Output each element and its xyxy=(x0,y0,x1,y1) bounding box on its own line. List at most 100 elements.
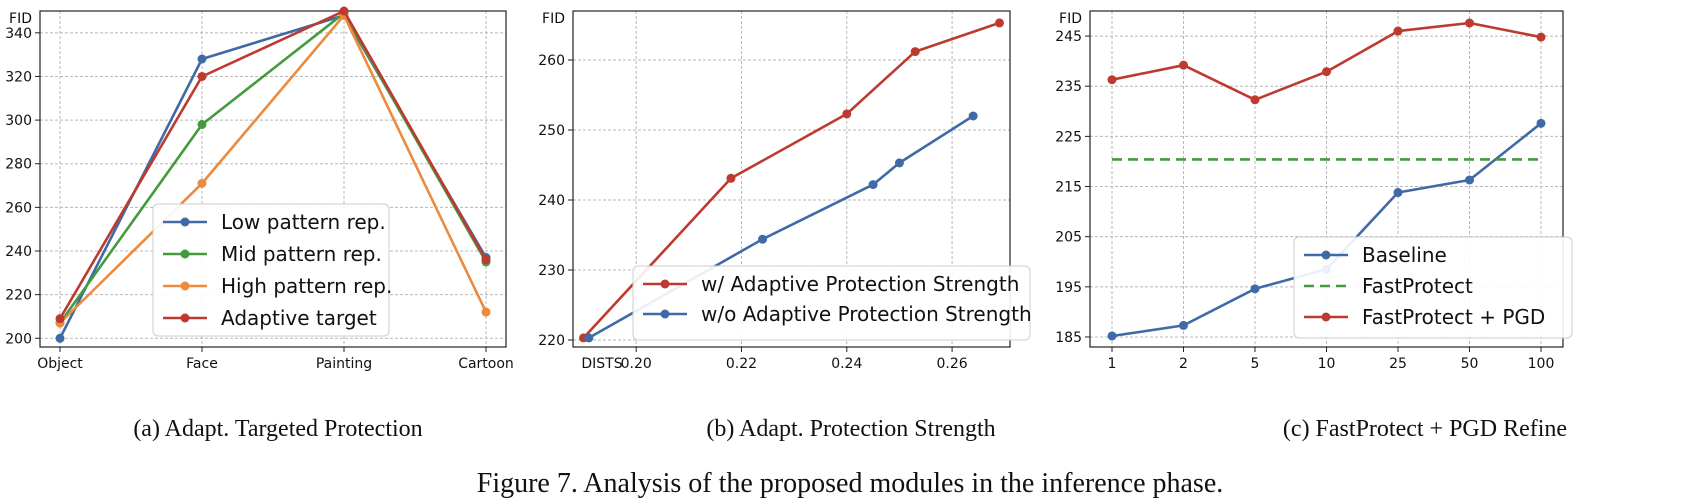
data-point-baseline xyxy=(1536,118,1546,128)
data-point-low-pattern-rep xyxy=(55,333,65,343)
y-tick-label: 215 xyxy=(1055,180,1082,196)
data-point-baseline xyxy=(1179,320,1188,330)
data-point-fastprotect-pgd xyxy=(1465,18,1474,28)
legend-label-low-pattern-rep: Low pattern rep. xyxy=(221,210,386,234)
figure-caption: Figure 7. Analysis of the proposed modul… xyxy=(477,468,1224,499)
data-point-fastprotect-pgd xyxy=(1322,67,1331,77)
x-tick-label: 100 xyxy=(1528,356,1555,372)
chart-panel-c: 1 2 5 10 25 50 100185195205215225235245FIDBase… xyxy=(1055,10,1573,372)
data-point-adaptive-target xyxy=(55,314,65,324)
y-tick-label: 195 xyxy=(1055,280,1082,296)
legend-box xyxy=(632,265,1031,341)
x-tick-label: 5 xyxy=(1251,356,1260,372)
y-tick-label: 220 xyxy=(538,333,565,349)
y-tick-label: 240 xyxy=(538,193,565,209)
x-tick-label: Painting xyxy=(316,356,372,372)
legend: Baseline FastProtect FastProtect + PGD xyxy=(1293,236,1573,339)
data-point-baseline xyxy=(1393,188,1403,198)
x-tick-label: 0.26 xyxy=(936,356,967,372)
y-tick-label: 260 xyxy=(538,53,565,69)
legend: w/ Adaptive Protection Strength w/o Adapt… xyxy=(632,265,1032,341)
y-tick-label: 225 xyxy=(1055,129,1082,145)
data-point-adaptive-target xyxy=(197,71,207,81)
y-tick-label: 340 xyxy=(5,26,32,42)
legend-label-w-adaptive-protection-strength: w/ Adaptive Protection Strength xyxy=(701,272,1019,296)
data-point-adaptive-target xyxy=(339,6,349,16)
data-point-baseline xyxy=(1465,175,1474,185)
y-tick-label: 300 xyxy=(5,113,32,129)
data-point-w-adaptive-protection-strength xyxy=(842,109,852,119)
y-tick-label: 230 xyxy=(538,263,565,279)
x-tick-label: Cartoon xyxy=(458,356,514,372)
x-tick-label: 2 xyxy=(1179,356,1188,372)
data-point-w-o-adaptive-protection-strength xyxy=(868,180,878,190)
data-point-baseline xyxy=(1107,331,1117,341)
caption-c: (c) FastProtect + PGD Refine xyxy=(1283,416,1567,442)
x-tick-label: 50 xyxy=(1461,356,1479,372)
caption-b: (b) Adapt. Protection Strength xyxy=(706,416,995,442)
chart-panel-b: 0.20 0.22 0.24 0.26 220 230 240 250 260 FID DISTS w… xyxy=(538,10,1032,372)
legend-box xyxy=(152,203,390,337)
data-point-mid-pattern-rep xyxy=(197,119,207,129)
data-point-w-o-adaptive-protection-strength xyxy=(968,111,978,121)
legend-marker-low-pattern-rep xyxy=(180,217,190,227)
x-tick-label: 1 xyxy=(1108,356,1117,372)
x-tick-label: Face xyxy=(186,356,218,372)
y-axis-label: FID xyxy=(542,11,565,27)
y-tick-label: 320 xyxy=(5,69,32,85)
x-tick-label: 0.24 xyxy=(831,356,862,372)
y-tick-label: 220 xyxy=(5,288,32,304)
data-point-w-o-adaptive-protection-strength xyxy=(758,234,768,244)
data-point-high-pattern-rep xyxy=(197,178,207,188)
series-line-adaptive-target xyxy=(58,9,488,320)
x-tick-label: 10 xyxy=(1318,356,1336,372)
x-tick-label: Object xyxy=(37,356,83,372)
series-line-high-pattern-rep xyxy=(59,14,488,324)
data-point-high-pattern-rep xyxy=(481,307,491,317)
y-tick-label: 260 xyxy=(5,200,32,216)
y-tick-label: 240 xyxy=(5,244,32,260)
legend-label-high-pattern-rep: High pattern rep. xyxy=(221,274,392,298)
y-axis-label: FID xyxy=(1059,11,1082,27)
x-axis-label: DISTS xyxy=(581,356,622,372)
data-point-fastprotect-pgd xyxy=(1536,32,1546,42)
y-tick-label: 200 xyxy=(5,331,32,347)
data-point-fastprotect-pgd xyxy=(1250,95,1260,105)
legend-label-fastprotect: FastProtect xyxy=(1362,274,1473,298)
y-tick-label: 235 xyxy=(1055,79,1082,95)
x-tick-label: 25 xyxy=(1389,356,1407,372)
legend-label-adaptive-target: Adaptive target xyxy=(221,306,377,330)
chart-panel-a: Object Face Painting Cartoon 200 220 240 260 280… xyxy=(5,6,514,372)
x-tick-label: 0.22 xyxy=(726,356,757,372)
plot-frame xyxy=(572,10,1011,348)
data-point-fastprotect-pgd xyxy=(1179,60,1188,70)
legend-marker-fastprotect-pgd xyxy=(1321,312,1331,322)
x-tick-label: 0.20 xyxy=(621,356,652,372)
legend-marker-mid-pattern-rep xyxy=(180,249,190,259)
y-tick-label: 250 xyxy=(538,123,565,139)
y-axis-label: FID xyxy=(9,11,32,27)
y-tick-label: 205 xyxy=(1055,230,1082,246)
legend-marker-w-o-adaptive-protection-strength xyxy=(660,309,670,319)
legend-marker-w-adaptive-protection-strength xyxy=(660,279,670,289)
legend: Low pattern rep. Mid pattern rep. High pat… xyxy=(152,203,392,337)
data-point-low-pattern-rep xyxy=(197,54,207,64)
data-point-fastprotect-pgd xyxy=(1107,75,1117,85)
data-point-w-adaptive-protection-strength xyxy=(726,173,736,183)
data-point-w-o-adaptive-protection-strength xyxy=(584,333,594,343)
legend-marker-adaptive-target xyxy=(180,313,190,323)
data-point-adaptive-target xyxy=(481,255,491,265)
data-point-w-adaptive-protection-strength xyxy=(994,18,1004,28)
data-point-w-o-adaptive-protection-strength xyxy=(894,158,904,168)
data-point-baseline xyxy=(1250,284,1260,294)
y-tick-label: 245 xyxy=(1055,29,1082,45)
y-tick-label: 280 xyxy=(5,157,32,173)
legend-marker-high-pattern-rep xyxy=(180,281,190,291)
y-tick-label: 185 xyxy=(1055,330,1082,346)
caption-a: (a) Adapt. Targeted Protection xyxy=(133,416,422,442)
legend-label-w-o-adaptive-protection-strength: w/o Adaptive Protection Strength xyxy=(701,302,1032,326)
legend-label-fastprotect-pgd: FastProtect + PGD xyxy=(1362,305,1545,329)
legend-box xyxy=(1293,236,1573,339)
legend-label-baseline: Baseline xyxy=(1362,243,1447,267)
